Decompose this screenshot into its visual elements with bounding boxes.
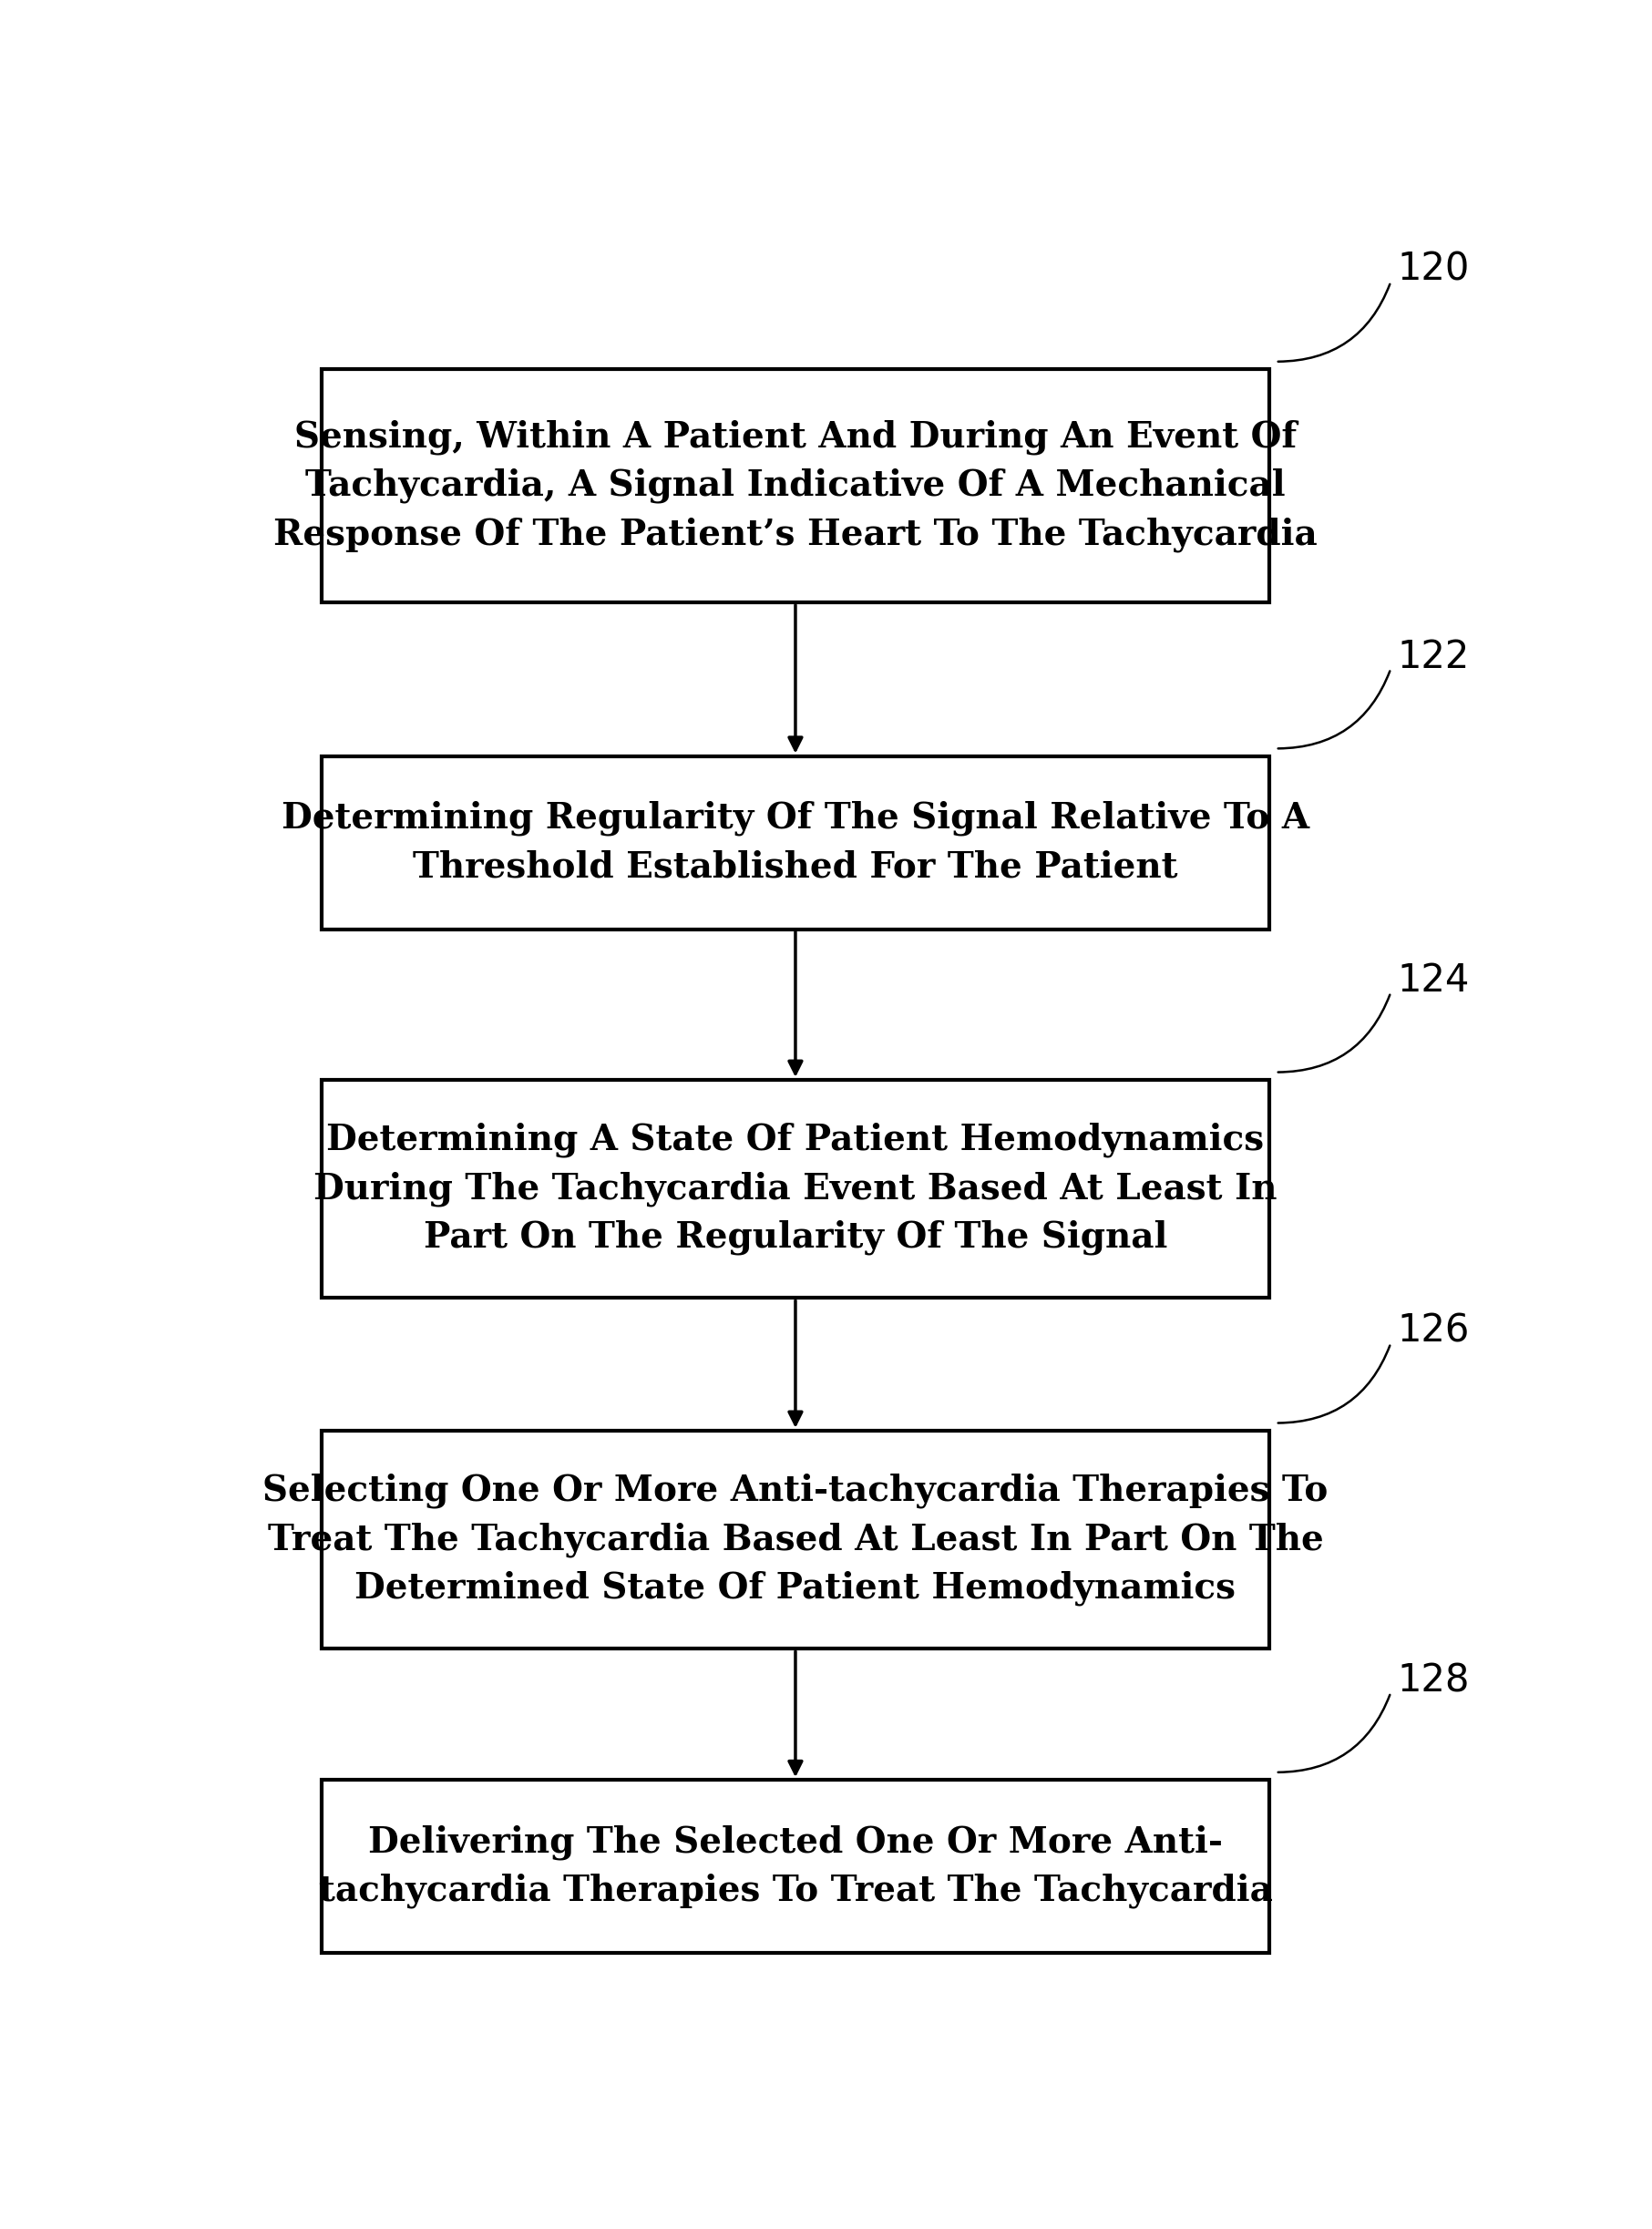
Text: Sensing, Within A Patient And During An Event Of
Tachycardia, A Signal Indicativ: Sensing, Within A Patient And During An …	[274, 419, 1317, 553]
Text: Selecting One Or More Anti-tachycardia Therapies To
Treat The Tachycardia Based : Selecting One Or More Anti-tachycardia T…	[263, 1473, 1328, 1605]
Text: 126: 126	[1398, 1313, 1470, 1351]
Text: 122: 122	[1398, 637, 1469, 675]
Text: Determining Regularity Of The Signal Relative To A
Threshold Established For The: Determining Regularity Of The Signal Rel…	[281, 800, 1310, 885]
Text: Delivering The Selected One Or More Anti-
tachycardia Therapies To Treat The Tac: Delivering The Selected One Or More Anti…	[319, 1826, 1272, 1908]
FancyBboxPatch shape	[322, 756, 1269, 929]
FancyBboxPatch shape	[322, 1431, 1269, 1649]
Text: 128: 128	[1398, 1661, 1470, 1698]
Text: Determining A State Of Patient Hemodynamics
During The Tachycardia Event Based A: Determining A State Of Patient Hemodynam…	[314, 1123, 1277, 1255]
FancyBboxPatch shape	[322, 370, 1269, 602]
FancyBboxPatch shape	[322, 1779, 1269, 1953]
Text: 124: 124	[1398, 961, 1470, 999]
FancyBboxPatch shape	[322, 1079, 1269, 1297]
Text: 120: 120	[1398, 250, 1470, 290]
